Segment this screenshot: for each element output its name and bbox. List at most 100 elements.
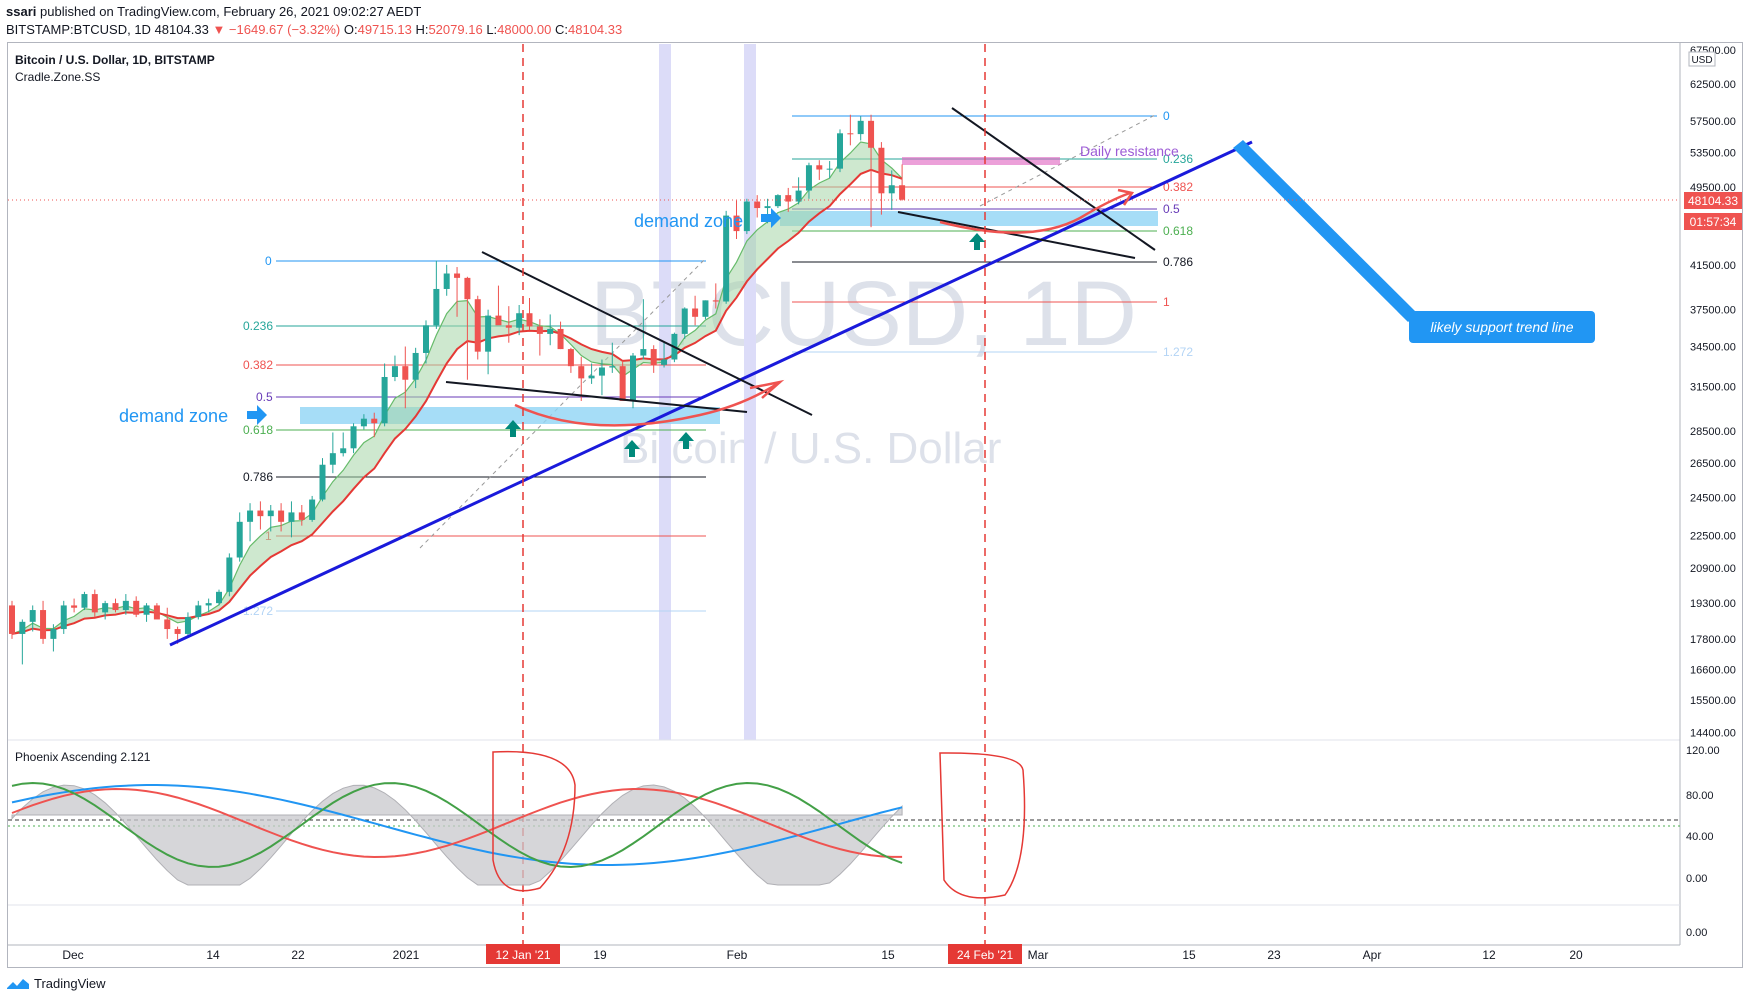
candle-body [9, 605, 15, 634]
candle-52[interactable] [547, 314, 554, 346]
candle-6[interactable] [71, 598, 78, 613]
candle-42[interactable] [443, 264, 450, 296]
candle-21[interactable] [226, 553, 233, 597]
candle-49[interactable] [516, 304, 523, 336]
candle-4[interactable] [50, 624, 57, 652]
tradingview-logo[interactable]: TradingView [6, 975, 106, 991]
candle-68[interactable] [712, 283, 719, 309]
candle-7[interactable] [81, 591, 88, 611]
candle-13[interactable] [143, 603, 150, 622]
candle-46[interactable] [485, 309, 492, 375]
candle-36[interactable] [381, 363, 388, 427]
candle-24[interactable] [257, 501, 264, 530]
candle-9[interactable] [102, 600, 109, 620]
candle-20[interactable] [216, 589, 222, 606]
candle-59[interactable] [619, 360, 626, 401]
candle-38[interactable] [402, 346, 409, 409]
candle-34[interactable] [360, 414, 367, 430]
candle-77[interactable] [805, 162, 812, 199]
candle-50[interactable] [526, 298, 533, 331]
candle-28[interactable] [298, 505, 305, 526]
candle-70[interactable] [733, 200, 740, 240]
candle-23[interactable] [247, 503, 254, 542]
candle-32[interactable] [340, 432, 347, 457]
candle-80[interactable] [837, 129, 843, 173]
candle-54[interactable] [567, 347, 574, 373]
wedge-upper-right[interactable] [951, 107, 1156, 251]
candle-84[interactable] [878, 142, 885, 215]
candle-51[interactable] [536, 319, 543, 356]
candle-82[interactable] [857, 116, 864, 141]
candle-25[interactable] [267, 505, 274, 532]
candle-48[interactable] [505, 306, 512, 343]
resistance-zone-rect[interactable] [902, 157, 1060, 165]
candle-0[interactable] [9, 600, 15, 639]
candle-83[interactable] [868, 114, 875, 228]
candle-29[interactable] [309, 495, 316, 522]
candle-78[interactable] [816, 160, 823, 180]
support-callout-box[interactable] [1409, 311, 1595, 343]
candle-10[interactable] [112, 598, 119, 613]
candle-79[interactable] [826, 161, 833, 179]
candle-56[interactable] [588, 363, 595, 384]
candle-17[interactable] [184, 612, 191, 637]
candle-63[interactable] [661, 341, 668, 368]
candle-18[interactable] [195, 600, 202, 620]
candle-14[interactable] [153, 603, 160, 620]
candle-43[interactable] [454, 267, 461, 317]
candle-85[interactable] [888, 170, 895, 210]
candle-58[interactable] [609, 342, 616, 373]
candle-1[interactable] [19, 619, 26, 665]
candle-31[interactable] [329, 432, 336, 474]
candle-71[interactable] [743, 198, 750, 235]
candle-27[interactable] [288, 501, 295, 538]
candle-15[interactable] [164, 607, 171, 639]
candle-8[interactable] [91, 589, 98, 618]
candle-69[interactable] [723, 210, 730, 304]
demand-zone-rect-2[interactable] [780, 211, 1158, 226]
candle-5[interactable] [60, 600, 67, 634]
candle-12[interactable] [133, 596, 140, 618]
candle-40[interactable] [423, 320, 429, 364]
osc-tick-120: 120.00 [1686, 745, 1720, 757]
candle-66[interactable] [692, 295, 699, 326]
candle-57[interactable] [598, 359, 605, 396]
support-trendline[interactable] [169, 140, 1253, 647]
candle-76[interactable] [795, 177, 802, 205]
price-axis[interactable]: 67500.0062500.0057500.0053500.0049500.00… [1690, 45, 1736, 740]
candle-45[interactable] [474, 295, 481, 360]
candle-60[interactable] [630, 352, 636, 409]
candle-65[interactable] [681, 307, 688, 339]
candle-39[interactable] [412, 347, 419, 389]
candle-11[interactable] [122, 594, 129, 615]
candle-30[interactable] [319, 458, 326, 502]
candle-35[interactable] [371, 412, 378, 438]
candle-41[interactable] [433, 260, 440, 329]
candle-61[interactable] [640, 299, 647, 360]
wedge-lower-left[interactable] [445, 381, 748, 413]
candle-body [112, 603, 119, 611]
candle-37[interactable] [391, 355, 398, 382]
fib-right[interactable]: 0 0.236 0.382 0.5 0.618 0.786 1 1.272 [792, 109, 1193, 359]
candle-3[interactable] [40, 600, 47, 644]
wedge-lower-right[interactable] [897, 211, 1136, 259]
candle-44[interactable] [464, 276, 471, 380]
candle-62[interactable] [650, 345, 657, 373]
candle-33[interactable] [350, 423, 357, 454]
candle-67[interactable] [702, 300, 709, 320]
currency-box[interactable] [1688, 51, 1716, 67]
candle-22[interactable] [236, 512, 243, 562]
candle-2[interactable] [29, 605, 36, 632]
time-axis[interactable]: Dec 14 22 2021 12 Jan '21 19 Feb 15 24 Feb '21 Ma… [62, 944, 1583, 964]
candle-81[interactable] [847, 114, 854, 146]
candle-72[interactable] [754, 195, 761, 218]
candle-86[interactable] [899, 164, 906, 201]
candles[interactable] [9, 114, 906, 665]
candle-26[interactable] [278, 503, 285, 532]
candle-74[interactable] [774, 194, 781, 209]
candle-19[interactable] [205, 598, 212, 613]
candle-47[interactable] [495, 285, 502, 326]
candle-53[interactable] [557, 321, 564, 350]
candle-55[interactable] [578, 356, 585, 401]
